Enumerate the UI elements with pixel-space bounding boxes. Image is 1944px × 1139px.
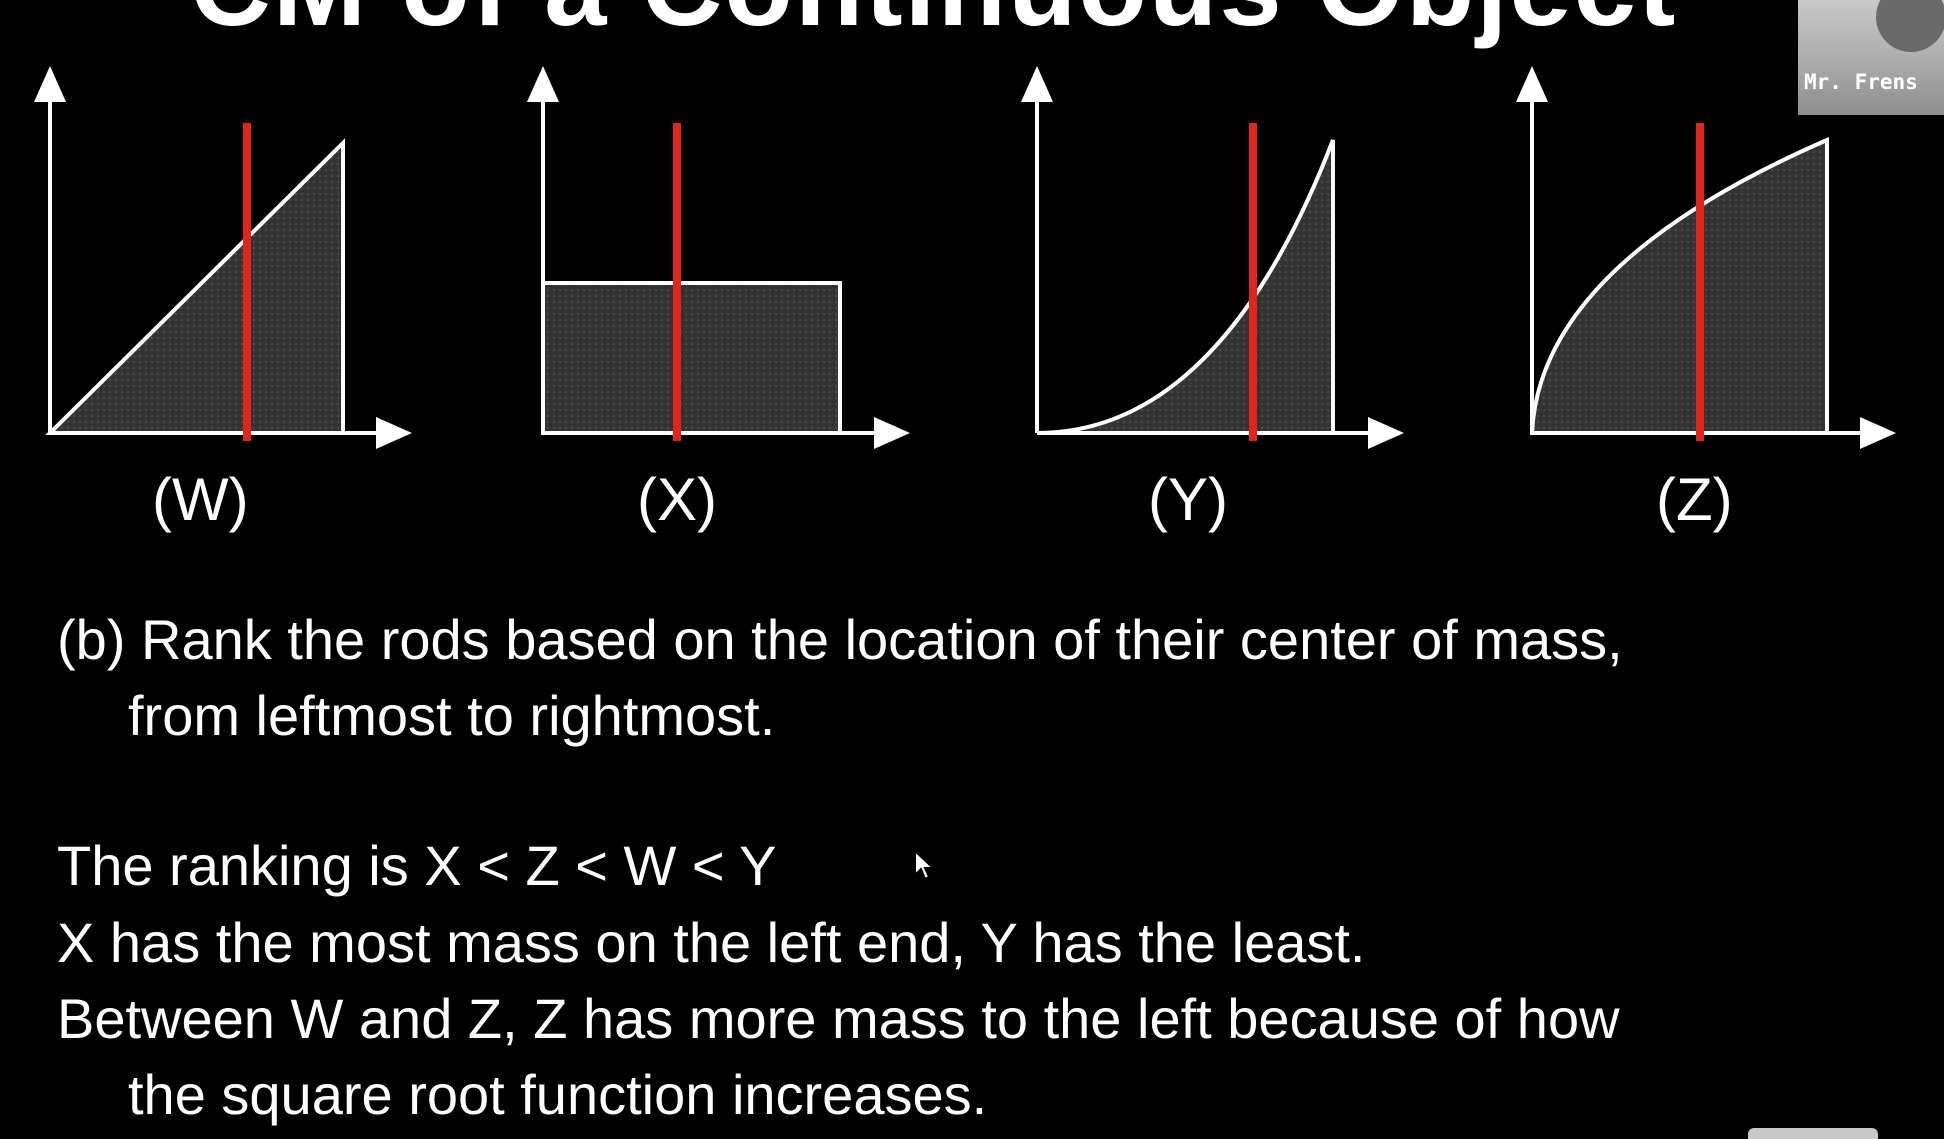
graph-w-x-arrow — [376, 417, 412, 449]
graph-y-x-arrow — [1368, 417, 1404, 449]
graph-y-label: (Y) — [1148, 466, 1228, 533]
graph-y — [1021, 66, 1404, 449]
answer-line-2: X has the most mass on the left end, Y h… — [57, 911, 1366, 974]
graphs-panel — [34, 66, 1896, 449]
webcam-thumbnail[interactable]: Mr. Frens — [1798, 0, 1944, 115]
graph-x — [527, 66, 910, 449]
mouse-cursor-icon — [914, 849, 936, 881]
graph-z — [1516, 66, 1896, 449]
graph-x-y-arrow — [527, 66, 559, 102]
corner-logo-fragment — [1748, 1128, 1878, 1139]
graph-z-y-arrow — [1516, 66, 1548, 102]
slide-title: CM of a Continuous Object — [190, 0, 1677, 51]
graph-z-x-arrow — [1860, 417, 1896, 449]
graph-z-label: (Z) — [1656, 466, 1733, 533]
question-line-1: (b) Rank the rods based on the location … — [57, 608, 1623, 671]
answer-line-3: Between W and Z, Z has more mass to the … — [57, 987, 1620, 1050]
question-line-2: from leftmost to rightmost. — [128, 684, 776, 747]
answer-line-4: the square root function increases. — [128, 1063, 988, 1126]
graph-z-fill — [1529, 136, 1829, 435]
graph-y-y-arrow — [1021, 66, 1053, 102]
webcam-name-label: Mr. Frens — [1804, 70, 1918, 94]
graph-y-fill — [1036, 139, 1335, 435]
graph-x-x-arrow — [874, 417, 910, 449]
graph-w-label: (W) — [152, 466, 249, 533]
graph-x-label: (X) — [637, 466, 717, 533]
graph-w — [34, 66, 412, 449]
graph-w-fill — [45, 138, 345, 435]
graph-x-fill — [541, 281, 842, 435]
answer-ranking: The ranking is X < Z < W < Y — [57, 834, 777, 897]
presenter-avatar — [1876, 0, 1944, 52]
graph-w-y-arrow — [34, 66, 66, 102]
